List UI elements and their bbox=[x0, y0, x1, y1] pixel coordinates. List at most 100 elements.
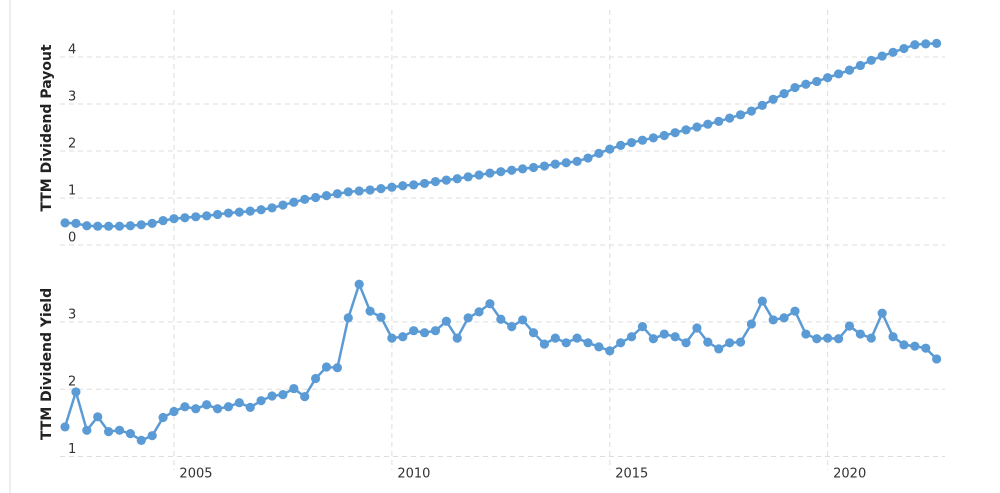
data-point bbox=[507, 322, 517, 332]
y-tick-label: 2 bbox=[68, 375, 76, 390]
y-tick-label: 2 bbox=[68, 137, 76, 152]
data-point bbox=[626, 137, 637, 148]
data-point bbox=[626, 332, 637, 342]
data-point bbox=[485, 168, 495, 178]
data-point bbox=[921, 343, 931, 353]
data-point bbox=[823, 73, 833, 83]
y-axis-title: TTM Dividend Yield bbox=[39, 288, 55, 440]
data-point bbox=[866, 333, 876, 343]
data-point bbox=[180, 402, 190, 412]
data-point bbox=[692, 122, 702, 132]
data-point bbox=[474, 307, 484, 317]
data-point bbox=[768, 94, 778, 104]
data-point bbox=[191, 212, 201, 222]
data-point bbox=[311, 192, 321, 203]
data-point bbox=[125, 429, 135, 439]
data-point bbox=[463, 313, 473, 323]
data-point bbox=[746, 319, 757, 329]
data-point bbox=[572, 333, 582, 343]
data-point bbox=[365, 306, 375, 316]
data-point bbox=[670, 128, 680, 138]
data-point bbox=[332, 189, 342, 199]
data-point bbox=[528, 328, 539, 338]
data-point bbox=[387, 182, 397, 192]
data-point bbox=[844, 321, 855, 331]
data-point bbox=[202, 400, 212, 410]
data-point bbox=[605, 346, 615, 356]
data-point bbox=[267, 391, 277, 401]
data-point bbox=[518, 164, 528, 174]
data-point bbox=[169, 214, 179, 224]
data-point bbox=[82, 221, 92, 231]
data-point bbox=[191, 404, 201, 414]
data-point bbox=[735, 337, 746, 347]
data-point bbox=[60, 218, 70, 228]
data-point bbox=[899, 43, 909, 54]
data-point bbox=[289, 383, 299, 394]
data-point bbox=[452, 333, 462, 343]
data-point bbox=[300, 194, 310, 205]
data-point bbox=[387, 333, 397, 343]
data-point bbox=[212, 209, 223, 220]
data-point bbox=[409, 326, 419, 336]
data-point bbox=[474, 170, 484, 180]
data-point bbox=[812, 76, 822, 87]
y-tick-label: 3 bbox=[68, 90, 76, 105]
data-point bbox=[539, 339, 550, 349]
data-point bbox=[300, 392, 310, 402]
data-point bbox=[202, 211, 212, 221]
data-point bbox=[321, 191, 332, 201]
y-axis-title: TTM Dividend Payout bbox=[39, 44, 55, 212]
data-point bbox=[71, 218, 81, 228]
data-point bbox=[648, 334, 658, 344]
data-point bbox=[365, 185, 375, 195]
data-point bbox=[147, 431, 157, 441]
data-point bbox=[572, 156, 582, 166]
data-point bbox=[60, 422, 70, 432]
data-point bbox=[594, 148, 604, 158]
data-point bbox=[419, 328, 430, 338]
data-point bbox=[158, 412, 168, 423]
y-tick-label: 3 bbox=[68, 307, 76, 322]
data-point bbox=[659, 329, 669, 339]
data-point bbox=[866, 55, 876, 65]
data-point bbox=[725, 338, 735, 348]
data-point bbox=[779, 89, 789, 99]
data-point bbox=[354, 279, 364, 289]
data-point bbox=[735, 110, 746, 120]
data-point bbox=[877, 51, 887, 61]
data-point bbox=[714, 344, 724, 354]
data-point bbox=[441, 175, 451, 185]
data-point bbox=[234, 398, 244, 408]
data-point bbox=[648, 133, 658, 143]
data-point bbox=[104, 221, 114, 231]
data-point bbox=[321, 362, 332, 372]
data-point bbox=[485, 299, 495, 309]
data-point bbox=[409, 180, 419, 190]
data-point bbox=[82, 425, 92, 435]
data-point bbox=[703, 119, 713, 129]
data-point bbox=[104, 427, 114, 437]
data-point bbox=[757, 296, 767, 306]
data-point bbox=[790, 82, 800, 93]
data-point bbox=[496, 167, 506, 177]
x-tick-label: 2015 bbox=[615, 467, 648, 482]
data-point bbox=[180, 213, 190, 223]
data-point bbox=[932, 354, 942, 364]
data-point bbox=[910, 40, 920, 50]
data-point bbox=[136, 220, 146, 230]
data-point bbox=[757, 100, 767, 111]
data-point bbox=[441, 316, 451, 326]
data-point bbox=[256, 205, 266, 215]
data-point bbox=[114, 221, 125, 231]
data-point bbox=[212, 404, 223, 414]
data-point bbox=[332, 363, 342, 373]
data-point bbox=[583, 338, 593, 348]
data-point bbox=[812, 334, 822, 344]
data-point bbox=[343, 313, 353, 323]
data-point bbox=[125, 221, 135, 231]
data-point bbox=[463, 172, 473, 182]
y-tick-label: 4 bbox=[68, 43, 76, 58]
data-point bbox=[256, 396, 266, 406]
data-point bbox=[681, 338, 691, 348]
